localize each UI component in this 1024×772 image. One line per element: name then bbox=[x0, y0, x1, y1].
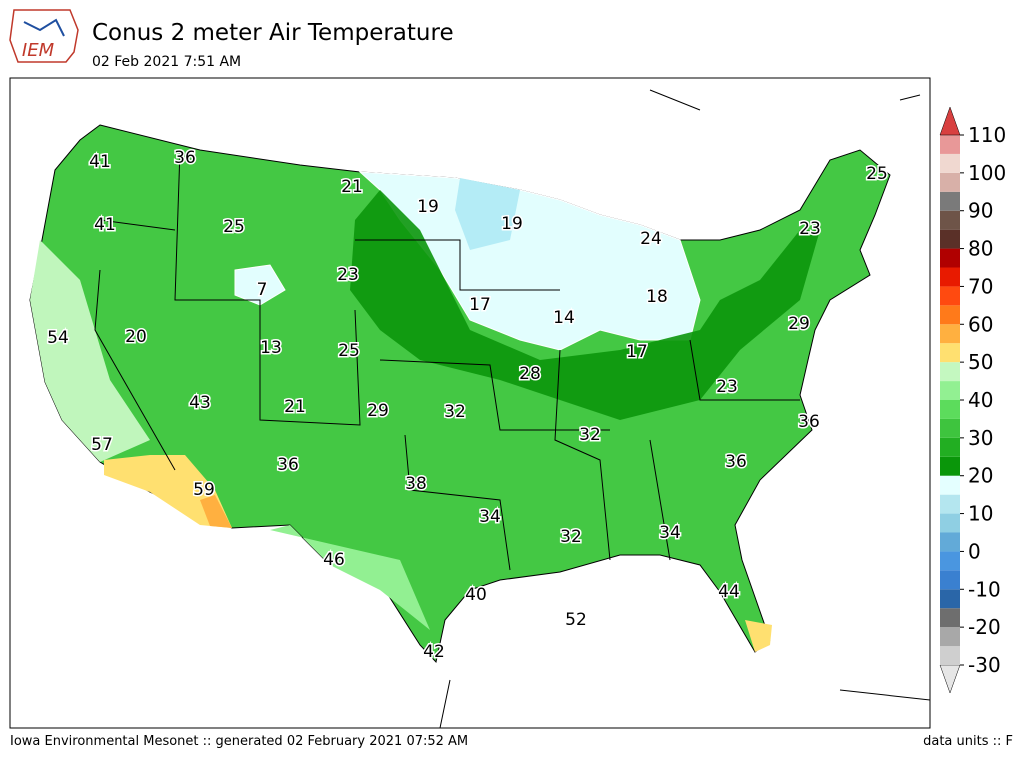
colorbar-band bbox=[940, 494, 960, 514]
colorbar-band bbox=[940, 456, 960, 476]
temperature-label: 17 bbox=[469, 295, 491, 315]
colorbar-band bbox=[940, 475, 960, 495]
colorbar-tick-label: 70 bbox=[968, 274, 993, 298]
temperature-label: 32 bbox=[560, 527, 582, 547]
temperature-label: 32 bbox=[579, 425, 601, 445]
colorbar-band bbox=[940, 135, 960, 154]
colorbar-band bbox=[940, 532, 960, 552]
temperature-label: 34 bbox=[659, 523, 681, 543]
temperature-label: 32 bbox=[444, 402, 466, 422]
footer-left: Iowa Environmental Mesonet :: generated … bbox=[10, 734, 468, 749]
colorbar-band bbox=[940, 513, 960, 533]
colorbar-band bbox=[940, 437, 960, 457]
subtitle: 02 Feb 2021 7:51 AM bbox=[92, 54, 241, 70]
temperature-label: 19 bbox=[501, 214, 523, 234]
footer-right: data units :: F bbox=[923, 734, 1013, 749]
colorbar-band bbox=[940, 324, 960, 344]
colorbar-tick-label: -10 bbox=[968, 577, 1001, 601]
colorbar-band bbox=[940, 589, 960, 609]
temperature-label: 17 bbox=[626, 342, 648, 362]
colorbar-tick-label: 0 bbox=[968, 539, 981, 563]
colorbar-tick-label: -20 bbox=[968, 615, 1001, 639]
temperature-label: 14 bbox=[553, 308, 575, 328]
temperature-label: 13 bbox=[260, 338, 282, 358]
colorbar-band bbox=[940, 191, 960, 211]
temperature-label: 36 bbox=[277, 455, 299, 475]
logo: IEM bbox=[9, 9, 79, 63]
temperature-label: 41 bbox=[89, 152, 111, 172]
colorbar-band bbox=[940, 343, 960, 363]
colorbar-tick-label: 50 bbox=[968, 350, 993, 374]
colorbar-band bbox=[940, 305, 960, 325]
temperature-label: 57 bbox=[91, 435, 113, 455]
temperature-label: 36 bbox=[725, 452, 747, 472]
colorbar-band bbox=[940, 400, 960, 419]
colorbar-band bbox=[940, 267, 960, 287]
temperature-label: 29 bbox=[367, 401, 389, 421]
title: Conus 2 meter Air Temperature bbox=[92, 20, 454, 46]
colorbar-band bbox=[940, 381, 960, 400]
colorbar-tick-label: -30 bbox=[968, 653, 1001, 677]
temperature-label: 18 bbox=[646, 287, 668, 307]
temperature-label: 46 bbox=[323, 550, 345, 570]
colorbar-tick-label: 90 bbox=[968, 199, 993, 223]
temperature-label: 25 bbox=[338, 341, 360, 361]
colorbar-band bbox=[940, 210, 960, 230]
temperature-label: 52 bbox=[565, 610, 587, 630]
colorbar-band bbox=[940, 646, 960, 665]
colorbar-band bbox=[940, 286, 960, 306]
temperature-label: 59 bbox=[193, 480, 215, 500]
temperature-label: 23 bbox=[799, 219, 821, 239]
temperature-label: 25 bbox=[866, 164, 888, 184]
temperature-label: 42 bbox=[423, 642, 445, 662]
map: 41 36 21 19 19 25 41 25 23 7 24 18 17 14 23 54 20 13 25 17 2… bbox=[9, 77, 931, 729]
colorbar-band bbox=[940, 627, 960, 647]
temperature-label: 36 bbox=[798, 412, 820, 432]
colorbar-band bbox=[940, 153, 960, 173]
temperature-label: 36 bbox=[174, 148, 196, 168]
temperature-label: 25 bbox=[223, 217, 245, 237]
temperature-label: 40 bbox=[465, 585, 487, 605]
colorbar-tick-label: 100 bbox=[968, 161, 1006, 185]
colorbar-band bbox=[940, 570, 960, 590]
colorbar-tick-label: 10 bbox=[968, 502, 993, 526]
colorbar-band bbox=[940, 551, 960, 571]
temperature-label: 29 bbox=[788, 314, 810, 334]
temperature-label: 44 bbox=[718, 582, 740, 602]
colorbar-band bbox=[940, 229, 960, 249]
colorbar-tick-label: 80 bbox=[968, 237, 993, 261]
temperature-label: 54 bbox=[47, 328, 69, 348]
colorbar-tick-label: 30 bbox=[968, 426, 993, 450]
colorbar-arrow bbox=[939, 106, 961, 136]
temperature-label: 41 bbox=[94, 215, 116, 235]
temperature-label: 24 bbox=[640, 229, 662, 249]
temperature-label: 21 bbox=[341, 177, 363, 197]
colorbar-tick-label: 20 bbox=[968, 464, 993, 488]
colorbar-band bbox=[940, 418, 960, 438]
colorbar-band bbox=[940, 248, 960, 268]
colorbar-band bbox=[940, 172, 960, 192]
colorbar-arrow bbox=[939, 664, 961, 694]
colorbar-tick-label: 60 bbox=[968, 312, 993, 336]
temperature-label: 28 bbox=[519, 364, 541, 384]
temperature-label: 23 bbox=[337, 265, 359, 285]
temperature-label: 34 bbox=[479, 507, 501, 527]
colorbar: -30 -20 -10 0 10 20 30 40 50 60 70 80 90 100 110 bbox=[939, 106, 1006, 694]
colorbar-tick-label: 40 bbox=[968, 388, 993, 412]
temperature-label: 20 bbox=[125, 327, 147, 347]
logo-text: IEM bbox=[22, 40, 55, 61]
temperature-label: 43 bbox=[189, 393, 211, 413]
colorbar-band bbox=[940, 362, 960, 382]
colorbar-tick-label: 110 bbox=[968, 123, 1006, 147]
temperature-label: 21 bbox=[284, 397, 306, 417]
temperature-label: 7 bbox=[257, 280, 268, 300]
temperature-label: 23 bbox=[716, 377, 738, 397]
colorbar-band bbox=[940, 608, 960, 628]
temperature-label: 38 bbox=[405, 474, 427, 494]
temperature-label: 19 bbox=[417, 197, 439, 217]
